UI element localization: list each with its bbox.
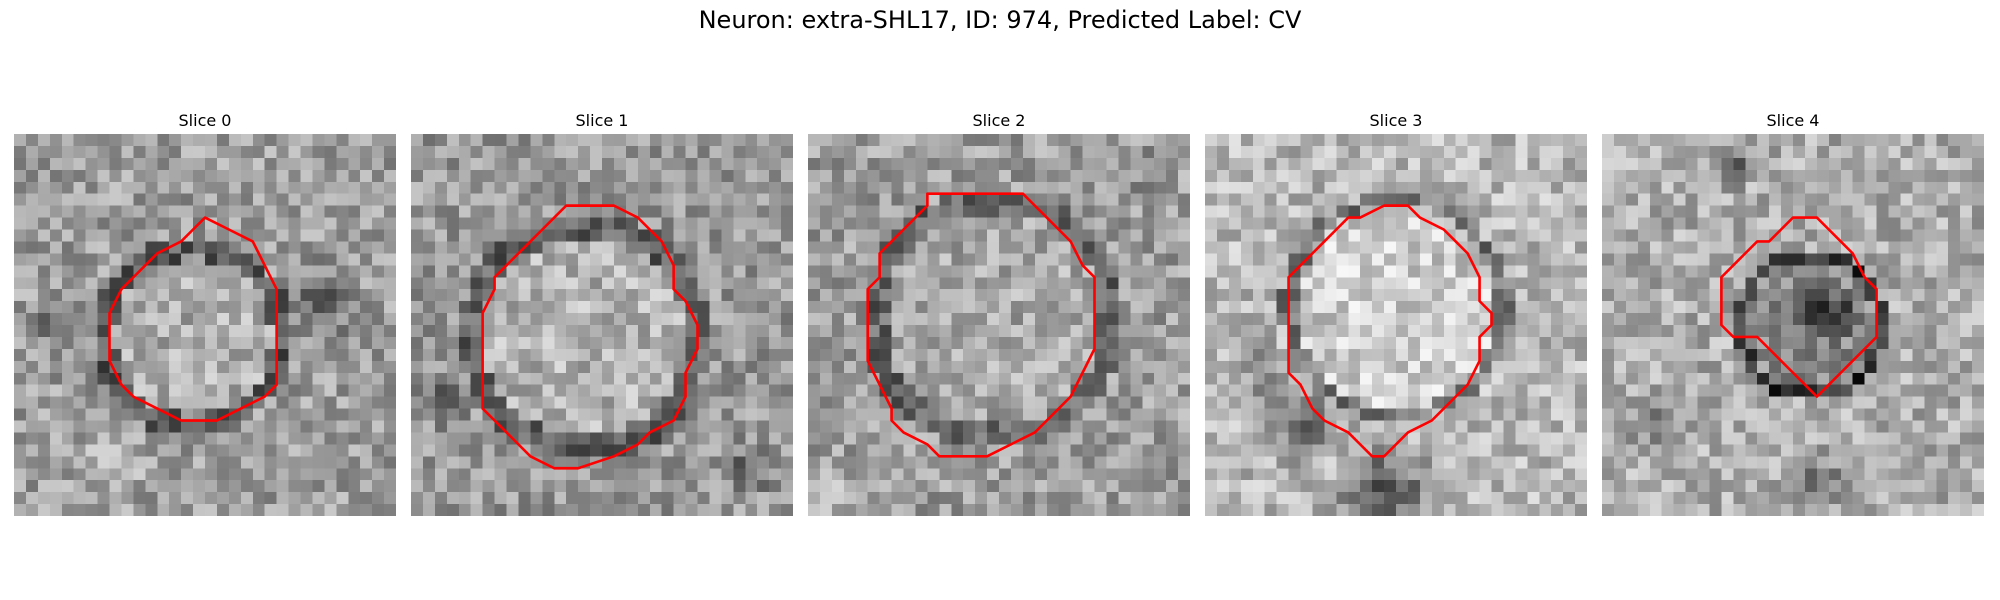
slice-image-0 <box>14 134 396 516</box>
slice-panel-2: Slice 2 <box>808 108 1190 516</box>
slice-title-2: Slice 2 <box>972 111 1026 130</box>
cell-contour-outline <box>1287 204 1493 458</box>
slice-panel-0: Slice 0 <box>14 108 396 516</box>
slice-title-4: Slice 4 <box>1766 111 1820 130</box>
cell-contour-outline <box>481 204 699 470</box>
slice-image-4 <box>1602 134 1984 516</box>
cell-contour-outline <box>1720 216 1878 398</box>
figure-title: Neuron: extra-SHL17, ID: 974, Predicted … <box>698 6 1302 34</box>
slice-image-1 <box>411 134 793 516</box>
slice-title-0: Slice 0 <box>178 111 232 130</box>
slice-title-3: Slice 3 <box>1369 111 1423 130</box>
slice-panel-4: Slice 4 <box>1602 108 1984 516</box>
slice-panel-1: Slice 1 <box>411 108 793 516</box>
cell-contour-outline <box>866 192 1096 458</box>
cell-contour-outline <box>108 216 278 422</box>
slice-image-2 <box>808 134 1190 516</box>
slice-image-3 <box>1205 134 1587 516</box>
slice-panel-3: Slice 3 <box>1205 108 1587 516</box>
slice-title-1: Slice 1 <box>575 111 629 130</box>
